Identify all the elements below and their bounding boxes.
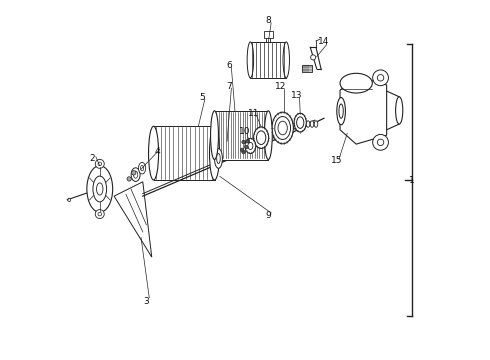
Text: 10: 10 — [239, 127, 250, 136]
Ellipse shape — [314, 121, 318, 127]
Bar — [264, 31, 272, 38]
Ellipse shape — [337, 98, 345, 125]
Polygon shape — [153, 126, 215, 180]
Ellipse shape — [278, 121, 287, 135]
Ellipse shape — [283, 42, 290, 78]
Circle shape — [245, 145, 248, 149]
Text: 3: 3 — [144, 297, 149, 306]
Bar — [302, 64, 313, 72]
Ellipse shape — [139, 162, 146, 174]
Ellipse shape — [95, 159, 104, 168]
Ellipse shape — [265, 111, 272, 159]
Ellipse shape — [131, 168, 140, 181]
Circle shape — [240, 148, 244, 152]
Text: 15: 15 — [331, 156, 342, 165]
Polygon shape — [340, 76, 387, 144]
Text: 2: 2 — [90, 154, 96, 163]
Text: 12: 12 — [275, 82, 287, 91]
Ellipse shape — [215, 149, 222, 168]
Ellipse shape — [95, 210, 104, 219]
Ellipse shape — [148, 126, 159, 180]
Circle shape — [311, 55, 316, 60]
Ellipse shape — [294, 113, 306, 132]
Ellipse shape — [247, 42, 254, 78]
Ellipse shape — [210, 126, 220, 180]
Ellipse shape — [87, 166, 113, 212]
Circle shape — [373, 70, 389, 86]
Circle shape — [246, 139, 250, 143]
Circle shape — [68, 199, 71, 202]
Ellipse shape — [272, 112, 294, 144]
Ellipse shape — [97, 183, 103, 195]
Text: 7: 7 — [226, 82, 232, 91]
Circle shape — [377, 75, 384, 81]
Polygon shape — [215, 111, 269, 159]
Ellipse shape — [275, 117, 291, 139]
Polygon shape — [114, 182, 152, 257]
Ellipse shape — [306, 121, 310, 127]
Ellipse shape — [254, 127, 269, 148]
Ellipse shape — [296, 117, 304, 129]
Ellipse shape — [310, 121, 314, 127]
Ellipse shape — [395, 97, 403, 124]
Text: 4: 4 — [154, 147, 160, 156]
Ellipse shape — [248, 142, 253, 149]
Text: 5: 5 — [199, 93, 205, 102]
Text: 14: 14 — [318, 37, 330, 46]
Circle shape — [373, 134, 389, 150]
Text: 6: 6 — [226, 61, 232, 70]
Circle shape — [132, 171, 136, 175]
Text: 11: 11 — [248, 109, 260, 118]
Ellipse shape — [217, 153, 221, 163]
Ellipse shape — [141, 166, 144, 171]
Circle shape — [242, 140, 245, 144]
Text: 13: 13 — [291, 91, 303, 100]
Ellipse shape — [339, 104, 343, 118]
Ellipse shape — [211, 111, 219, 159]
Text: 9: 9 — [266, 211, 271, 220]
Ellipse shape — [340, 73, 372, 93]
Circle shape — [127, 177, 131, 181]
Ellipse shape — [245, 138, 256, 153]
Ellipse shape — [133, 171, 138, 178]
Text: 8: 8 — [266, 16, 271, 25]
Ellipse shape — [98, 212, 101, 216]
Text: 1: 1 — [409, 176, 415, 185]
Ellipse shape — [256, 131, 266, 144]
Ellipse shape — [98, 162, 101, 166]
Circle shape — [377, 139, 384, 145]
Ellipse shape — [93, 176, 107, 202]
Circle shape — [242, 150, 245, 154]
